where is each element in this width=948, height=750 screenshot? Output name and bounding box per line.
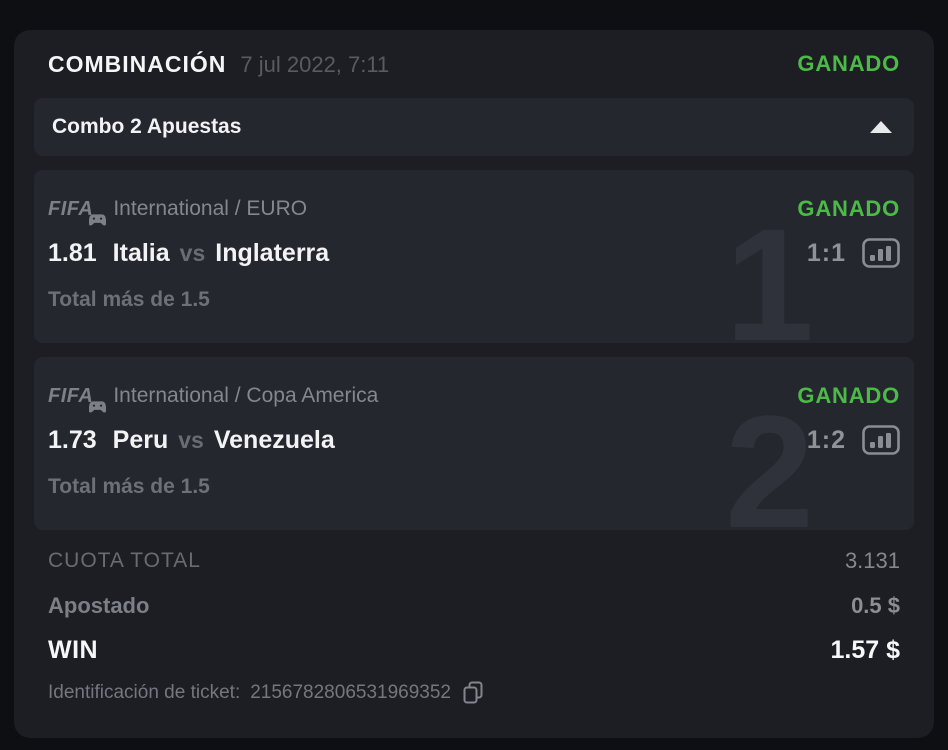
league-label: International / EURO <box>113 197 308 220</box>
market-label: Total más de 1.5 <box>48 475 210 498</box>
bet-status-badge: GANADO <box>797 196 900 221</box>
bet-card-1: 1 FIFA International / EURO GANADO <box>34 170 914 343</box>
gamepad-icon <box>89 400 107 412</box>
home-team: Italia <box>112 238 170 267</box>
market-label: Total más de 1.5 <box>48 288 210 311</box>
stake-value: 0.5 $ <box>851 592 900 618</box>
bet-card-2: 2 FIFA International / Copa America GANA… <box>34 357 914 530</box>
home-team: Peru <box>112 425 169 454</box>
vs-label: vs <box>179 239 206 266</box>
slip-header: COMBINACIÓN 7 jul 2022, 7:11 GANADO <box>14 30 934 98</box>
away-team: Venezuela <box>213 425 335 454</box>
slip-date: 7 jul 2022, 7:11 <box>240 51 390 77</box>
ticket-id-value: 2156782806531969352 <box>250 681 451 703</box>
ticket-id-label: Identificación de ticket: <box>48 681 241 703</box>
stake-label: Apostado <box>48 592 150 618</box>
bet-status-badge: GANADO <box>797 383 900 408</box>
copy-icon[interactable] <box>463 681 483 704</box>
combo-toggle-bar[interactable]: Combo 2 Apuestas <box>34 98 914 156</box>
fifa-esports-logo: FIFA <box>48 197 107 225</box>
league-label: International / Copa America <box>113 384 379 407</box>
bet-index-watermark: 2 <box>725 382 814 531</box>
combo-label: Combo 2 Apuestas <box>52 115 242 138</box>
bet-slip-card: COMBINACIÓN 7 jul 2022, 7:11 GANADO Comb… <box>14 30 934 738</box>
stake-row: Apostado 0.5 $ <box>14 583 934 628</box>
win-row: WIN 1.57 $ <box>14 628 934 673</box>
match-score: 1:1 <box>806 238 846 267</box>
total-odds-value: 3.131 <box>844 547 900 573</box>
stats-chart-icon[interactable] <box>862 425 900 455</box>
collapse-chevron-icon[interactable] <box>870 121 892 133</box>
total-odds-row: CUOTA TOTAL 3.131 <box>14 538 934 583</box>
total-odds-label: CUOTA TOTAL <box>48 548 201 572</box>
fifa-esports-logo: FIFA <box>48 384 107 412</box>
fifa-logo-text: FIFA <box>48 197 94 220</box>
match-score: 1:2 <box>806 425 846 454</box>
vs-label: vs <box>178 426 204 453</box>
slip-status-badge: GANADO <box>797 51 900 76</box>
win-value: 1.57 $ <box>830 636 900 664</box>
ticket-id-row: Identificación de ticket: 21567828065319… <box>14 673 934 704</box>
gamepad-icon <box>89 213 107 225</box>
slip-summary: CUOTA TOTAL 3.131 Apostado 0.5 $ WIN 1.5… <box>14 538 934 704</box>
odds-value: 1.81 <box>48 238 97 267</box>
away-team: Inglaterra <box>215 238 330 267</box>
fifa-logo-text: FIFA <box>48 384 94 407</box>
bet-index-watermark: 1 <box>725 195 814 344</box>
stats-chart-icon[interactable] <box>862 238 900 268</box>
win-label: WIN <box>48 636 99 664</box>
slip-type-title: COMBINACIÓN <box>48 50 227 77</box>
odds-value: 1.73 <box>48 425 97 454</box>
